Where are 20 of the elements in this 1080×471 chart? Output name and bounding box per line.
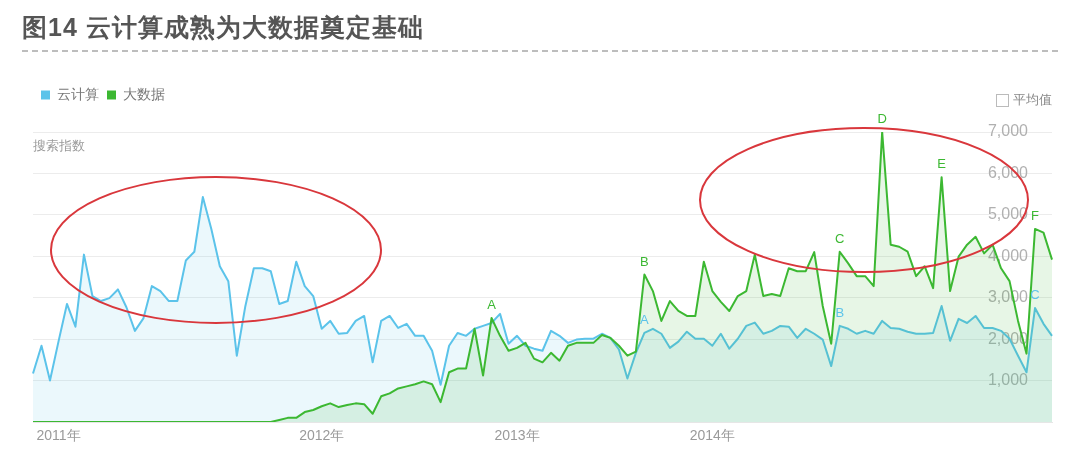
data-label: B <box>640 253 649 269</box>
x-tick-label: 2013年 <box>494 427 540 444</box>
data-label: E <box>937 156 947 172</box>
data-label: C <box>835 230 845 246</box>
data-label: C <box>1030 287 1040 303</box>
y-axis-title: 搜索指数 <box>33 137 85 153</box>
data-label: A <box>640 312 650 328</box>
legend-label: 大数据 <box>123 85 165 102</box>
data-label: F <box>1031 208 1040 224</box>
x-tick-label: 2012年 <box>299 427 345 444</box>
y-tick-label: 7,000 <box>987 122 1029 140</box>
legend-label: 云计算 <box>57 85 99 102</box>
text: 平均值 <box>1013 91 1052 109</box>
data-label: D <box>877 111 887 127</box>
x-tick-label: 2014年 <box>689 427 735 444</box>
chart-title: 图14 云计算成熟为大数据奠定基础 <box>22 12 424 43</box>
data-label: B <box>835 304 845 320</box>
x-tick-label: 2011年 <box>36 427 81 444</box>
y-tick-label: 1,000 <box>987 370 1029 388</box>
data-label: A <box>487 297 497 313</box>
